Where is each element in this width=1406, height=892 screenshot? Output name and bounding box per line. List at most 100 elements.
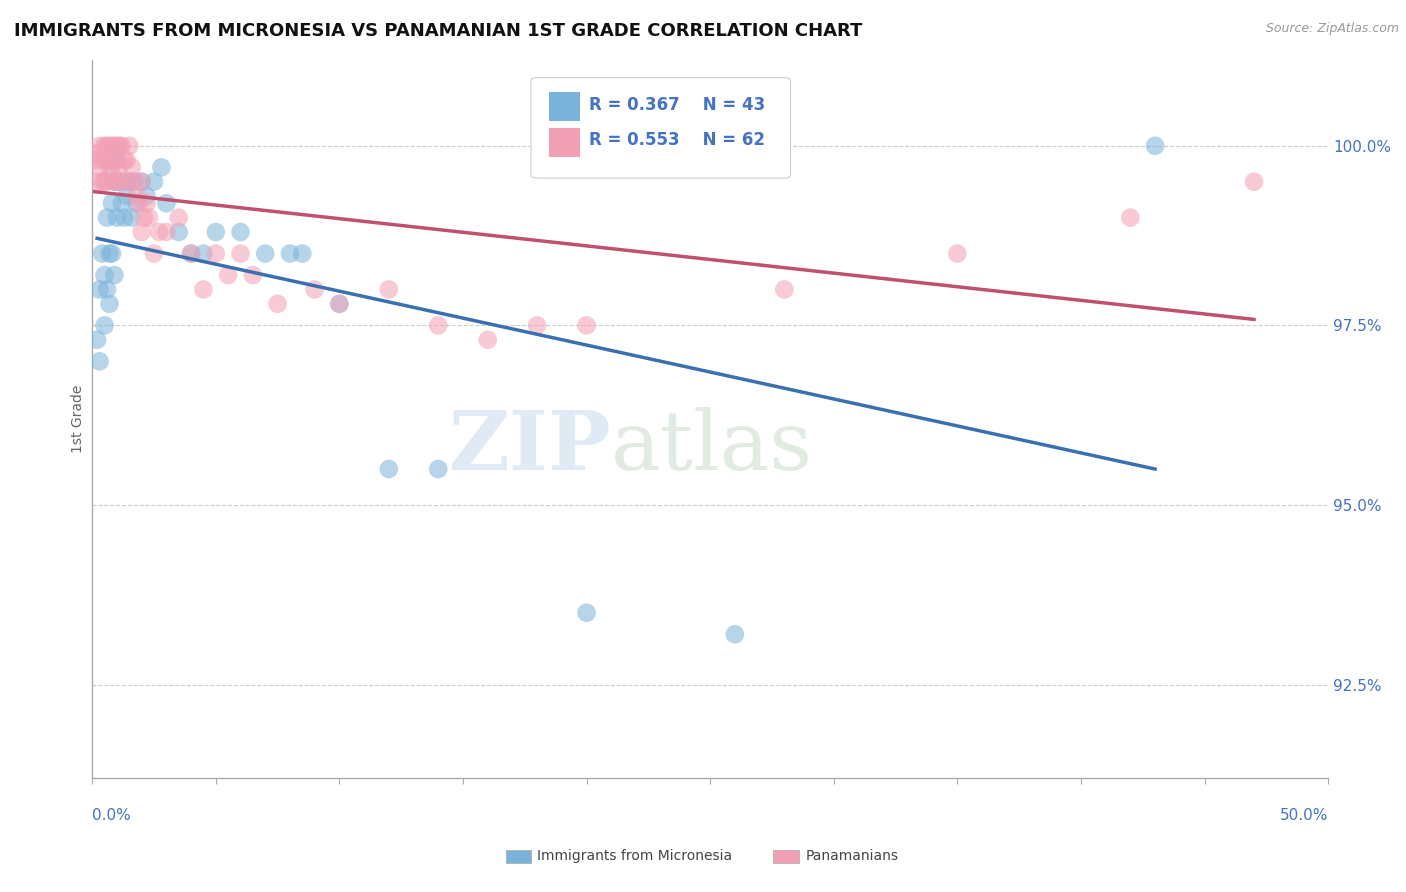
Point (105, 153, 128, 168)
Point (91, 246, 114, 260)
Point (427, 462, 450, 476)
Text: atlas: atlas (612, 408, 814, 488)
Point (96, 153, 118, 168)
Point (121, 211, 143, 225)
Text: R = 0.553    N = 62: R = 0.553 N = 62 (589, 131, 765, 149)
Text: 50.0%: 50.0% (1279, 808, 1329, 823)
Point (526, 318, 548, 333)
Point (98, 246, 121, 260)
Point (105, 175, 128, 189)
Point (131, 175, 153, 189)
Point (98, 138, 121, 153)
Point (111, 175, 134, 189)
Text: Panamanians: Panamanians (806, 849, 898, 863)
Point (103, 138, 125, 153)
Point (86, 146, 108, 161)
Point (86, 333, 108, 347)
Text: Immigrants from Micronesia: Immigrants from Micronesia (537, 849, 733, 863)
Point (83, 153, 105, 168)
Text: ZIP: ZIP (449, 408, 612, 488)
Point (378, 462, 401, 476)
Point (118, 175, 141, 189)
Point (101, 246, 124, 260)
Point (155, 196, 177, 211)
Text: Source: ZipAtlas.com: Source: ZipAtlas.com (1265, 22, 1399, 36)
Point (112, 211, 135, 225)
Point (108, 175, 131, 189)
Point (143, 175, 166, 189)
Y-axis label: 1st Grade: 1st Grade (72, 384, 86, 453)
Point (111, 196, 134, 211)
Text: R = 0.367    N = 43: R = 0.367 N = 43 (589, 95, 765, 114)
Point (131, 175, 153, 189)
Point (724, 627, 747, 641)
Point (229, 246, 252, 260)
Point (112, 153, 135, 168)
Text: 0.0%: 0.0% (93, 808, 131, 823)
Point (193, 246, 215, 260)
Point (180, 246, 202, 260)
Point (1243, 175, 1265, 189)
Point (155, 225, 177, 239)
Point (89, 354, 111, 368)
Point (96, 283, 118, 297)
Point (105, 138, 128, 153)
Point (150, 161, 173, 175)
Point (115, 189, 138, 203)
Point (115, 153, 138, 168)
Point (217, 268, 239, 282)
Point (93, 138, 115, 153)
Point (167, 211, 190, 225)
Point (91, 153, 114, 168)
Bar (550, 128, 581, 157)
Point (93, 318, 115, 333)
Point (1144, 138, 1167, 153)
Point (89, 138, 111, 153)
Point (148, 225, 170, 239)
Point (328, 297, 350, 311)
Point (105, 153, 128, 168)
Point (108, 138, 131, 153)
Point (89, 161, 111, 175)
Point (103, 268, 125, 282)
Point (328, 297, 350, 311)
Point (132, 211, 155, 225)
Point (138, 211, 160, 225)
Bar (550, 92, 581, 120)
Point (101, 168, 124, 182)
Point (575, 606, 598, 620)
Point (291, 246, 314, 260)
Text: IMMIGRANTS FROM MICRONESIA VS PANAMANIAN 1ST GRADE CORRELATION CHART: IMMIGRANTS FROM MICRONESIA VS PANAMANIAN… (14, 22, 862, 40)
Point (101, 196, 124, 211)
Point (122, 175, 145, 189)
Point (103, 175, 125, 189)
Point (98, 161, 121, 175)
Point (946, 246, 969, 260)
Point (118, 138, 141, 153)
Point (125, 189, 148, 203)
Point (229, 225, 252, 239)
Point (1119, 211, 1142, 225)
Point (101, 138, 124, 153)
Point (93, 153, 115, 168)
Point (204, 225, 226, 239)
Point (93, 268, 115, 282)
Point (98, 297, 121, 311)
Point (118, 175, 141, 189)
Point (278, 246, 301, 260)
Point (773, 283, 796, 297)
Point (193, 283, 215, 297)
Point (105, 211, 128, 225)
Point (135, 196, 157, 211)
Point (91, 175, 114, 189)
Point (477, 333, 499, 347)
FancyBboxPatch shape (531, 78, 790, 178)
Point (96, 211, 118, 225)
Point (167, 225, 190, 239)
Point (96, 175, 118, 189)
Point (427, 318, 450, 333)
Point (180, 246, 202, 260)
Point (378, 283, 401, 297)
Point (86, 175, 108, 189)
Point (128, 196, 150, 211)
